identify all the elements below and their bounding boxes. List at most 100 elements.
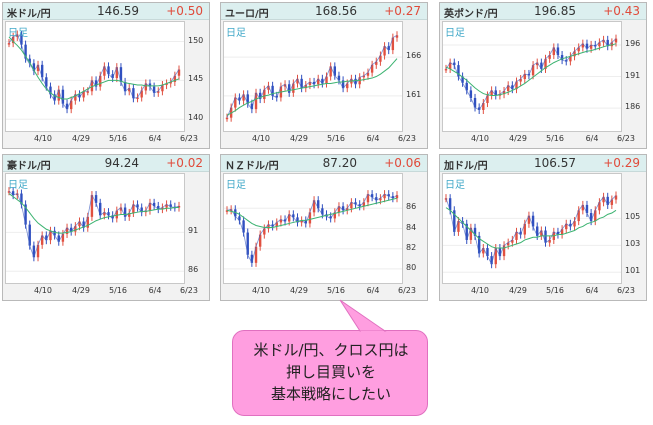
candle-body (387, 194, 390, 197)
price-chart (224, 31, 402, 122)
candle-body (250, 103, 254, 110)
candle-body (11, 36, 15, 44)
candle-body (498, 248, 502, 257)
x-tick-label: 4/10 (471, 286, 489, 295)
y-tick-label: 140 (188, 113, 204, 123)
candle-body (448, 62, 452, 69)
plot-area: 日足 (223, 21, 403, 132)
candle-body (548, 55, 551, 59)
candle-body (540, 62, 543, 69)
candle-body (28, 224, 31, 246)
candle-body (234, 97, 237, 108)
candle-body (148, 83, 152, 87)
candle-body (263, 89, 266, 100)
callout-line-1: 米ドル/円、クロス円は (253, 341, 409, 359)
candle-body (317, 200, 320, 209)
candle-body (132, 204, 135, 213)
candle-body (24, 44, 27, 59)
candle-body (494, 248, 497, 265)
candle-body (40, 64, 44, 78)
candle-body (287, 214, 291, 222)
candle-body (544, 230, 547, 243)
candle-body (519, 79, 522, 82)
candle-body (490, 256, 493, 265)
candle-body (258, 234, 262, 247)
pair-change: +0.27 (384, 4, 421, 18)
candle-body (258, 92, 262, 100)
x-tick-label: 6/23 (180, 134, 198, 143)
candle-body (304, 220, 307, 224)
candle-body (379, 198, 382, 201)
candle-body (296, 78, 299, 84)
candle-body (246, 232, 249, 255)
candle-body (573, 221, 576, 227)
candle-body (123, 81, 127, 92)
candle-body (383, 46, 386, 56)
candle-body (486, 95, 489, 104)
candle-body (614, 195, 618, 200)
candle-body (329, 216, 332, 219)
candle-body (589, 44, 593, 49)
candle-body (602, 196, 605, 203)
y-tick-label: 101 (625, 266, 641, 276)
candle-body (598, 42, 601, 47)
plot-area: 日足 (223, 173, 403, 284)
candle-body (99, 75, 102, 87)
candle-body (465, 82, 468, 91)
candle-body (74, 226, 77, 232)
y-tick-label: 150 (188, 35, 204, 45)
price-line (8, 33, 180, 110)
candle-body (354, 78, 357, 85)
candle-body (292, 83, 295, 93)
x-tick-label: 4/29 (290, 134, 308, 143)
plot-area: 日足 (5, 21, 185, 132)
candle-body (7, 191, 11, 193)
candle-body (375, 61, 378, 65)
candle-body (321, 208, 324, 215)
x-tick-label: 5/16 (109, 286, 127, 295)
candle-body (531, 65, 535, 76)
candle-body (238, 97, 241, 101)
candle-body (103, 66, 106, 76)
candle-body (461, 76, 464, 83)
candle-body (152, 202, 156, 206)
candle-body (107, 66, 110, 75)
candle-body (477, 107, 481, 110)
candle-body (20, 193, 23, 205)
candle-body (300, 220, 303, 223)
candle-body (7, 43, 11, 45)
chart-panel: 米ドル/円 146.59 +0.50 日足 140 145 150 4/10 4/29 5/16 6… (2, 2, 210, 149)
period-label: 日足 (226, 180, 246, 191)
y-tick-label: 166 (406, 51, 422, 61)
chart-panel: 加ドル/円 106.57 +0.29 日足 101 103 105 4/10 4/29 5/16 6… (439, 154, 647, 301)
candle-body (337, 75, 341, 81)
candle-body (370, 194, 374, 198)
plot-area: 日足 (442, 173, 622, 284)
pair-price: 94.24 (104, 156, 139, 170)
candle-body (304, 85, 307, 89)
pair-change: +0.06 (384, 156, 421, 170)
period-label: 日足 (8, 180, 28, 191)
pair-price: 196.85 (534, 4, 576, 18)
y-tick-label: 196 (625, 38, 641, 48)
candle-body (560, 55, 564, 61)
candle-body (246, 94, 249, 104)
candle-body (321, 78, 324, 84)
x-tick-label: 4/29 (72, 286, 90, 295)
price-line (445, 195, 617, 266)
candle-body (275, 222, 278, 227)
candle-body (552, 47, 556, 56)
candle-body (128, 88, 131, 92)
candle-body (565, 223, 568, 230)
x-tick-label: 6/4 (585, 134, 599, 143)
callout-line-3: 基本戦略にしたい (270, 385, 391, 403)
candle-body (391, 37, 395, 51)
x-tick-label: 6/23 (398, 286, 416, 295)
candle-body (585, 43, 589, 49)
candle-body (556, 231, 560, 235)
price-line (226, 193, 398, 264)
candle-body (395, 35, 399, 38)
candle-body (473, 97, 477, 108)
candle-body (598, 202, 601, 211)
candle-body (45, 235, 48, 241)
